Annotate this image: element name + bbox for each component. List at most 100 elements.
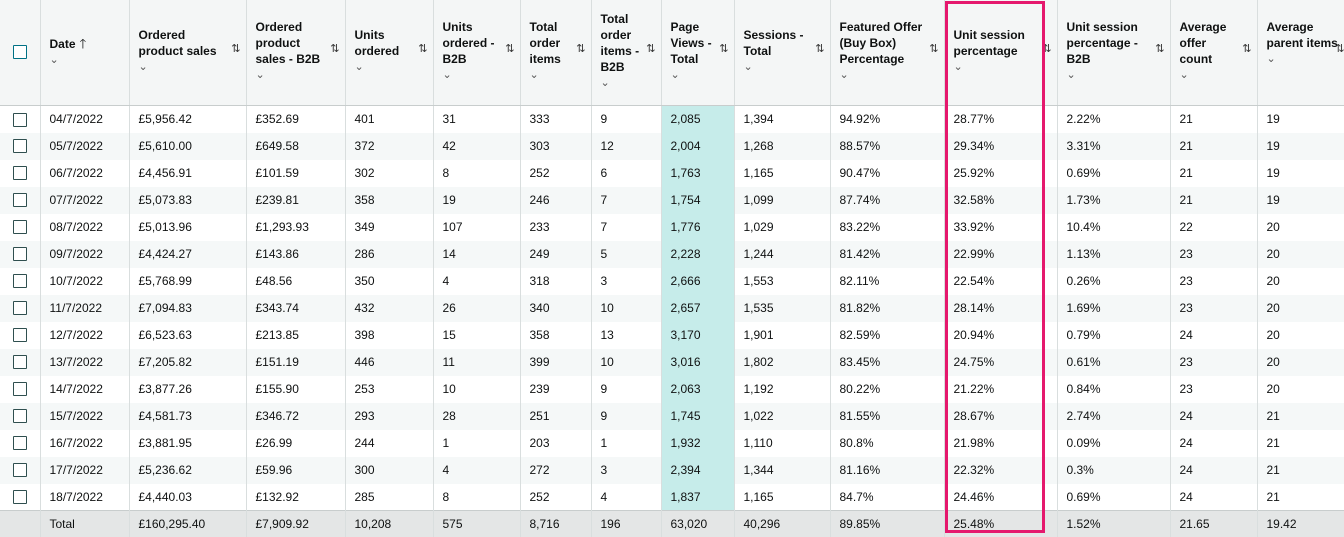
table-cell: 90.47% (830, 159, 945, 187)
table-cell: 19 (433, 186, 521, 214)
table-cell: £26.99 (246, 429, 346, 457)
table-cell: 340 (520, 294, 592, 322)
row-checkbox[interactable] (0, 483, 41, 511)
table-cell: 358 (520, 321, 592, 349)
sort-icon[interactable]: ⇅ (418, 43, 428, 55)
table-cell: 1,932 (661, 429, 735, 457)
row-checkbox[interactable] (0, 348, 41, 376)
chevron-down-icon[interactable]: ⌄ (839, 69, 849, 81)
chevron-down-icon[interactable]: ⌄ (138, 61, 148, 73)
table-cell: 28 (433, 402, 521, 430)
column-header-units-ordered[interactable]: Units ordered ⌄ ⇅ (345, 0, 434, 106)
table-cell: £213.85 (246, 321, 346, 349)
column-header-units-ordered-b2b[interactable]: Units ordered - B2B ⌄ ⇅ (433, 0, 521, 106)
column-header-ordered-product-sales-b2b[interactable]: Ordered product sales - B2B ⌄ ⇅ (246, 0, 346, 106)
column-header-unit-session-percentage-b2b[interactable]: Unit session percentage - B2B ⌄ ⇅ (1057, 0, 1171, 106)
table-cell: 21.22% (944, 375, 1058, 403)
table-cell: 20 (1257, 240, 1344, 268)
sort-icon[interactable]: ⇅ (505, 43, 515, 55)
column-header-label: Units ordered - B2B (442, 20, 495, 66)
table-cell: 14/7/2022 (40, 375, 130, 403)
chevron-down-icon[interactable]: ⌄ (953, 61, 963, 73)
sort-icon[interactable]: ⇅ (330, 43, 340, 55)
column-header-unit-session-percentage[interactable]: Unit session percentage ⌄ ⇅ (944, 0, 1058, 106)
chevron-down-icon[interactable]: ⌄ (442, 69, 452, 81)
column-header-total-order-items-b2b[interactable]: Total order items - B2B ⌄ ⇅ (591, 0, 662, 106)
chevron-down-icon[interactable]: ⌄ (743, 61, 753, 73)
table-cell: 32.58% (944, 186, 1058, 214)
column-header-date[interactable]: Date 🡑 ⌄ (40, 0, 130, 106)
column-header-average-parent-items[interactable]: Average parent items ⌄ ⇅ (1257, 0, 1344, 106)
table-cell: £101.59 (246, 159, 346, 187)
table-cell: 350 (345, 267, 434, 295)
table-cell: 0.61% (1057, 348, 1171, 376)
row-checkbox[interactable] (0, 429, 41, 457)
table-cell: 0.79% (1057, 321, 1171, 349)
row-checkbox[interactable] (0, 105, 41, 133)
table-cell: 1,763 (661, 159, 735, 187)
chevron-down-icon[interactable]: ⌄ (600, 77, 610, 89)
table-cell: 8 (433, 159, 521, 187)
table-cell: 302 (345, 159, 434, 187)
row-checkbox[interactable] (0, 294, 41, 322)
table-cell: 3.31% (1057, 132, 1171, 160)
table-cell: 20 (1257, 375, 1344, 403)
column-header-ordered-product-sales[interactable]: Ordered product sales ⌄ ⇅ (129, 0, 247, 106)
table-cell: 10.4% (1057, 213, 1171, 241)
row-checkbox[interactable] (0, 213, 41, 241)
table-cell: 0.69% (1057, 159, 1171, 187)
sort-icon[interactable]: ⇅ (1042, 43, 1052, 55)
chevron-down-icon[interactable]: ⌄ (670, 69, 680, 81)
table-cell: 1,394 (734, 105, 831, 133)
row-checkbox[interactable] (0, 186, 41, 214)
sort-icon[interactable]: ⇅ (646, 43, 656, 55)
table-cell: 1,837 (661, 483, 735, 511)
select-all-checkbox[interactable] (0, 0, 41, 106)
chevron-down-icon[interactable]: ⌄ (1266, 53, 1276, 65)
sort-icon[interactable]: ⇅ (576, 43, 586, 55)
chevron-down-icon[interactable]: ⌄ (529, 69, 539, 81)
column-header-label: Units ordered (354, 28, 400, 58)
row-checkbox[interactable] (0, 321, 41, 349)
row-checkbox[interactable] (0, 240, 41, 268)
table-cell: 88.57% (830, 132, 945, 160)
column-header-page-views-total[interactable]: Page Views - Total ⌄ ⇅ (661, 0, 735, 106)
sort-icon[interactable]: ⇅ (1335, 43, 1344, 55)
arrow-up-icon[interactable]: 🡑 (79, 36, 87, 51)
chevron-down-icon[interactable]: ⌄ (49, 54, 59, 66)
chevron-down-icon[interactable]: ⌄ (1066, 69, 1076, 81)
row-checkbox[interactable] (0, 132, 41, 160)
table-cell: 3 (591, 267, 662, 295)
total-cell: 8,716 (520, 510, 592, 537)
chevron-down-icon[interactable]: ⌄ (1179, 69, 1189, 81)
sort-icon[interactable]: ⇅ (929, 43, 939, 55)
table-cell: 80.22% (830, 375, 945, 403)
row-checkbox[interactable] (0, 402, 41, 430)
sort-icon[interactable]: ⇅ (1155, 43, 1165, 55)
checkbox-icon (12, 274, 27, 289)
table-cell: 244 (345, 429, 434, 457)
column-header-total-order-items[interactable]: Total order items ⌄ ⇅ (520, 0, 592, 106)
row-checkbox[interactable] (0, 159, 41, 187)
table-cell: 22.32% (944, 456, 1058, 484)
row-checkbox[interactable] (0, 456, 41, 484)
sort-icon[interactable]: ⇅ (815, 43, 825, 55)
table-cell: 23 (1170, 375, 1258, 403)
table-cell: 1,110 (734, 429, 831, 457)
chevron-down-icon[interactable]: ⌄ (255, 69, 265, 81)
row-checkbox[interactable] (0, 375, 41, 403)
sort-icon[interactable]: ⇅ (719, 43, 729, 55)
table-cell: £48.56 (246, 267, 346, 295)
row-checkbox[interactable] (0, 267, 41, 295)
table-row: 12/7/2022 £6,523.63 £213.85 398 15 358 1… (0, 321, 1344, 349)
column-header-sessions-total[interactable]: Sessions - Total ⌄ ⇅ (734, 0, 831, 106)
table-cell: £5,956.42 (129, 105, 247, 133)
sort-icon[interactable]: ⇅ (1242, 43, 1252, 55)
chevron-down-icon[interactable]: ⌄ (354, 61, 364, 73)
column-header-average-offer-count[interactable]: Average offer count ⌄ ⇅ (1170, 0, 1258, 106)
column-header-featured-offer-percentage[interactable]: Featured Offer (Buy Box) Percentage ⌄ ⇅ (830, 0, 945, 106)
table-cell: 20 (1257, 294, 1344, 322)
sort-icon[interactable]: ⇅ (231, 43, 241, 55)
table-cell: 24 (1170, 402, 1258, 430)
table-cell: 21 (1257, 483, 1344, 511)
